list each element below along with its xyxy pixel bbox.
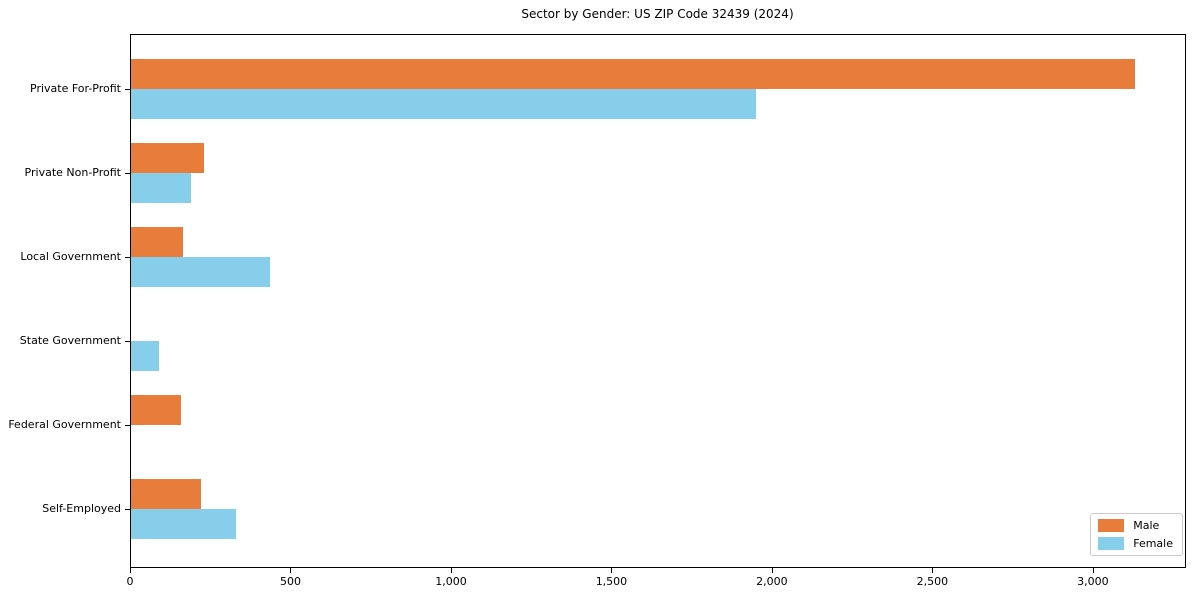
legend-label-female: Female [1133,537,1173,550]
xtick-label-1000: 1,000 [435,575,467,588]
chart-title: Sector by Gender: US ZIP Code 32439 (202… [521,7,794,21]
legend-entry-male: Male [1098,519,1173,532]
xtick-mark-500 [290,568,292,573]
bar-male-private-for-profit [130,59,1135,89]
ytick-label-private-non-profit: Private Non-Profit [24,166,121,179]
xtick-label-0: 0 [126,575,134,588]
xtick-mark-1500 [611,568,613,573]
ytick-label-private-for-profit: Private For-Profit [30,82,121,95]
ytick-label-local-government: Local Government [20,250,121,263]
ytick-mark-private-non-profit [125,172,130,174]
xtick-mark-3000 [1092,568,1094,573]
bar-male-local-government [130,227,183,257]
bar-male-self-employed [130,479,201,509]
ytick-mark-private-for-profit [125,88,130,90]
bar-female-local-government [130,257,270,287]
bar-female-state-government [130,341,159,371]
legend: Male Female [1090,513,1183,556]
xtick-mark-2500 [932,568,934,573]
xtick-mark-1000 [450,568,452,573]
ytick-label-self-employed: Self-Employed [42,502,121,515]
xtick-label-500: 500 [279,575,301,588]
bar-male-federal-government [130,395,182,425]
bar-female-private-for-profit [130,89,756,119]
xtick-mark-2000 [771,568,773,573]
ytick-mark-local-government [125,256,130,258]
legend-swatch-female [1098,537,1125,550]
legend-entry-female: Female [1098,537,1173,550]
bar-female-private-non-profit [130,173,191,203]
ytick-mark-self-employed [125,508,130,510]
ytick-mark-state-government [125,340,130,342]
bar-male-private-non-profit [130,143,204,173]
xtick-label-2000: 2,000 [756,575,788,588]
bar-female-self-employed [130,509,236,539]
xtick-label-1500: 1,500 [595,575,628,588]
legend-label-male: Male [1133,519,1160,532]
ytick-label-federal-government: Federal Government [8,418,121,431]
ytick-mark-federal-government [125,424,130,426]
legend-swatch-male [1098,519,1125,532]
ytick-label-state-government: State Government [19,334,121,347]
xtick-label-2500: 2,500 [916,575,949,588]
xtick-label-3000: 3,000 [1077,575,1109,588]
xtick-mark-0 [130,568,131,573]
